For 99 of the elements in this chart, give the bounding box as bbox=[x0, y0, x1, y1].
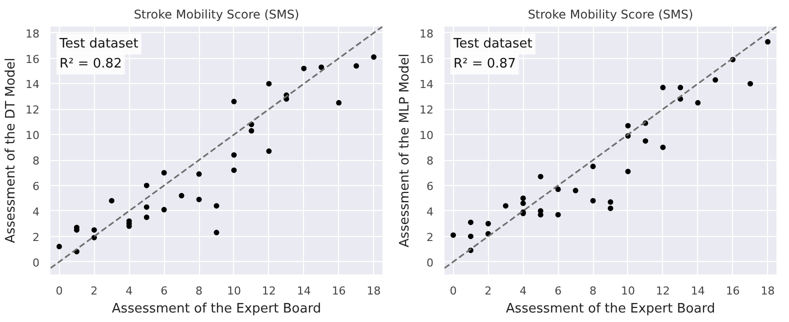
y-axis-title: Assessment of the DT Model bbox=[4, 58, 19, 244]
point bbox=[555, 212, 561, 218]
annotation: Test dataset bbox=[452, 36, 532, 52]
x-tick-label: 0 bbox=[56, 284, 63, 298]
x-tick-label: 16 bbox=[726, 284, 740, 298]
point bbox=[468, 234, 474, 240]
point bbox=[468, 220, 474, 226]
x-tick-label: 0 bbox=[450, 284, 457, 298]
point bbox=[502, 203, 508, 209]
point bbox=[301, 66, 307, 72]
point bbox=[590, 198, 596, 204]
point bbox=[625, 168, 631, 174]
point bbox=[678, 84, 684, 90]
point bbox=[520, 200, 526, 206]
point bbox=[178, 192, 184, 198]
point bbox=[56, 244, 62, 250]
y-tick-label: 0 bbox=[426, 256, 434, 270]
point bbox=[144, 214, 150, 220]
x-tick-label: 4 bbox=[126, 284, 133, 298]
annotation: R² = 0.82 bbox=[60, 56, 122, 72]
point bbox=[660, 144, 666, 150]
y-tick-label: 18 bbox=[26, 27, 40, 40]
y-tick-label: 10 bbox=[26, 129, 40, 142]
x-tick-label: 8 bbox=[590, 284, 597, 298]
y-tick-label: 8 bbox=[32, 154, 40, 168]
x-tick-label: 18 bbox=[366, 284, 381, 298]
point bbox=[555, 186, 561, 192]
point bbox=[196, 196, 202, 202]
y-tick-label: 6 bbox=[32, 180, 40, 193]
point bbox=[91, 227, 97, 233]
point bbox=[318, 64, 324, 70]
point bbox=[520, 195, 526, 201]
point bbox=[196, 171, 202, 177]
point bbox=[590, 164, 596, 170]
point bbox=[231, 167, 237, 173]
x-tick-label: 10 bbox=[226, 284, 241, 298]
chart-title: Stroke Mobility Score (SMS) bbox=[528, 8, 694, 22]
point bbox=[144, 182, 150, 188]
x-tick-label: 12 bbox=[262, 284, 276, 298]
point bbox=[712, 77, 718, 83]
point bbox=[625, 122, 631, 128]
y-tick-label: 14 bbox=[420, 78, 434, 92]
x-tick-label: 6 bbox=[160, 284, 168, 298]
point bbox=[231, 98, 237, 104]
point bbox=[161, 206, 167, 212]
x-tick-label: 4 bbox=[520, 284, 527, 298]
y-tick-label: 2 bbox=[32, 230, 40, 244]
x-tick-label: 6 bbox=[554, 284, 562, 298]
y-tick-label: 16 bbox=[420, 52, 434, 66]
point bbox=[161, 170, 167, 176]
annotation: R² = 0.87 bbox=[454, 56, 516, 72]
point bbox=[608, 199, 614, 205]
point bbox=[485, 220, 491, 226]
point bbox=[765, 39, 771, 45]
x-tick-label: 14 bbox=[296, 284, 311, 298]
point bbox=[214, 230, 220, 236]
point bbox=[642, 138, 648, 144]
y-tick-label: 18 bbox=[420, 27, 434, 40]
y-tick-label: 6 bbox=[426, 180, 434, 193]
point bbox=[354, 63, 360, 69]
point bbox=[336, 100, 342, 106]
y-tick-label: 4 bbox=[32, 205, 40, 218]
x-tick-label: 10 bbox=[620, 284, 635, 298]
point bbox=[108, 198, 114, 204]
y-tick-label: 0 bbox=[32, 256, 40, 270]
point bbox=[266, 148, 272, 154]
x-tick-label: 2 bbox=[90, 284, 98, 298]
x-tick-label: 16 bbox=[332, 284, 346, 298]
y-tick-label: 12 bbox=[26, 104, 40, 117]
x-axis-title: Assessment of the Expert Board bbox=[112, 302, 322, 316]
point bbox=[144, 204, 150, 210]
point bbox=[214, 203, 220, 209]
x-tick-label: 12 bbox=[656, 284, 670, 298]
point bbox=[748, 80, 754, 86]
x-tick-label: 8 bbox=[196, 284, 203, 298]
point bbox=[248, 128, 254, 134]
point bbox=[660, 84, 666, 90]
x-tick-label: 2 bbox=[484, 284, 492, 298]
point bbox=[450, 232, 456, 238]
point bbox=[231, 152, 237, 158]
point bbox=[266, 80, 272, 86]
chart-title: Stroke Mobility Score (SMS) bbox=[134, 8, 300, 22]
annotation: Test dataset bbox=[58, 36, 138, 52]
point bbox=[695, 100, 701, 106]
point bbox=[572, 188, 578, 194]
y-tick-label: 8 bbox=[426, 154, 434, 168]
x-axis-title: Assessment of the Expert Board bbox=[506, 302, 716, 316]
y-tick-label: 16 bbox=[26, 52, 40, 66]
point bbox=[538, 174, 544, 180]
y-tick-label: 4 bbox=[426, 205, 434, 218]
y-tick-label: 10 bbox=[420, 129, 434, 142]
point bbox=[371, 54, 377, 60]
y-axis-title: Assessment of the MLP Model bbox=[398, 54, 413, 248]
point bbox=[608, 206, 614, 212]
x-tick-label: 14 bbox=[690, 284, 705, 298]
y-tick-label: 12 bbox=[420, 104, 434, 117]
x-tick-label: 18 bbox=[760, 284, 775, 298]
y-tick-label: 2 bbox=[426, 230, 434, 244]
y-tick-label: 14 bbox=[26, 78, 40, 92]
